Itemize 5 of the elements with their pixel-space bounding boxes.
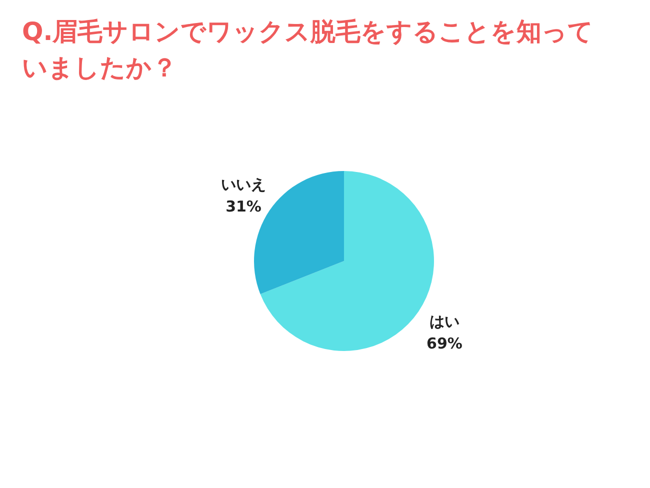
chart-title: Q.眉毛サロンでワックス脱毛をすることを知っていましたか？: [22, 17, 594, 82]
slice-label: いいえ: [221, 176, 266, 194]
slice-label: はい: [429, 312, 460, 330]
data-label: 31%: [226, 198, 262, 216]
data-label: 69%: [426, 334, 462, 352]
